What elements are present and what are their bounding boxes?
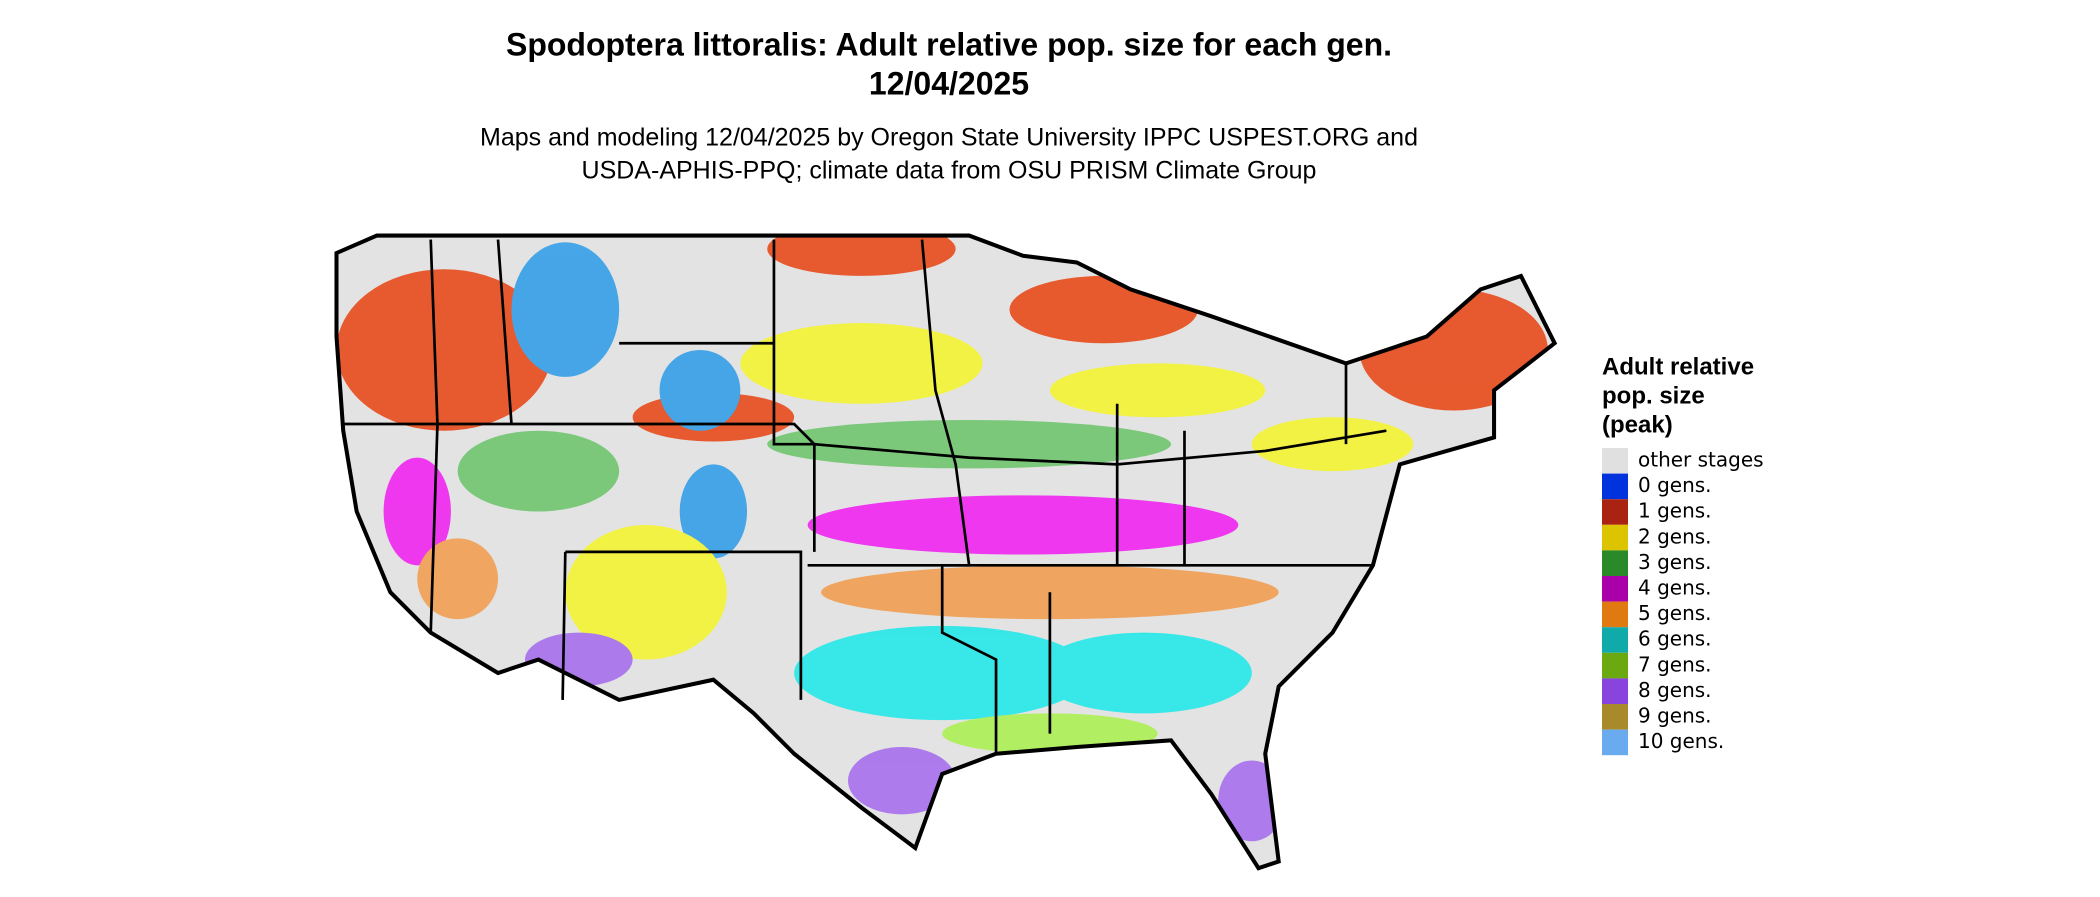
legend-swatch xyxy=(1602,678,1628,704)
legend-label: 9 gens. xyxy=(1638,704,1712,728)
legend-label: 3 gens. xyxy=(1638,550,1712,574)
subtitle: USDA-APHIS-PPQ; climate data from OSU PR… xyxy=(582,157,1317,185)
legend-swatch xyxy=(1602,652,1628,679)
legend-title: Adult relative xyxy=(1602,353,1754,380)
legend-label: other stages xyxy=(1638,448,1764,472)
legend-swatch xyxy=(1602,499,1628,525)
legend-label: 2 gens. xyxy=(1638,524,1712,548)
legend-swatch xyxy=(1602,729,1628,756)
legend-label: 8 gens. xyxy=(1638,678,1712,702)
legend-swatch xyxy=(1602,601,1628,628)
legend-swatch xyxy=(1602,704,1628,730)
legend-label: 7 gens. xyxy=(1638,652,1712,676)
legend-swatch xyxy=(1602,627,1628,653)
legend-label: 1 gens. xyxy=(1638,499,1712,523)
legend-swatch xyxy=(1602,448,1628,474)
legend-label: 4 gens. xyxy=(1638,576,1712,600)
legend-swatch xyxy=(1602,576,1628,602)
legend-title: (peak) xyxy=(1602,411,1673,438)
us-map xyxy=(334,233,1558,871)
subtitle: Maps and modeling 12/04/2025 by Oregon S… xyxy=(480,124,1418,152)
us-outline xyxy=(334,233,1558,871)
legend-title: pop. size xyxy=(1602,382,1705,409)
legend-label: 5 gens. xyxy=(1638,601,1712,625)
title: Spodoptera littoralis: Adult relative po… xyxy=(506,26,1392,62)
legend-swatch xyxy=(1602,524,1628,551)
legend-label: 10 gens. xyxy=(1638,729,1724,753)
legend-label: 0 gens. xyxy=(1638,473,1712,497)
legend-label: 6 gens. xyxy=(1638,627,1712,651)
legend-swatch xyxy=(1602,550,1628,576)
legend-swatch xyxy=(1602,473,1628,500)
title: 12/04/2025 xyxy=(869,65,1029,101)
